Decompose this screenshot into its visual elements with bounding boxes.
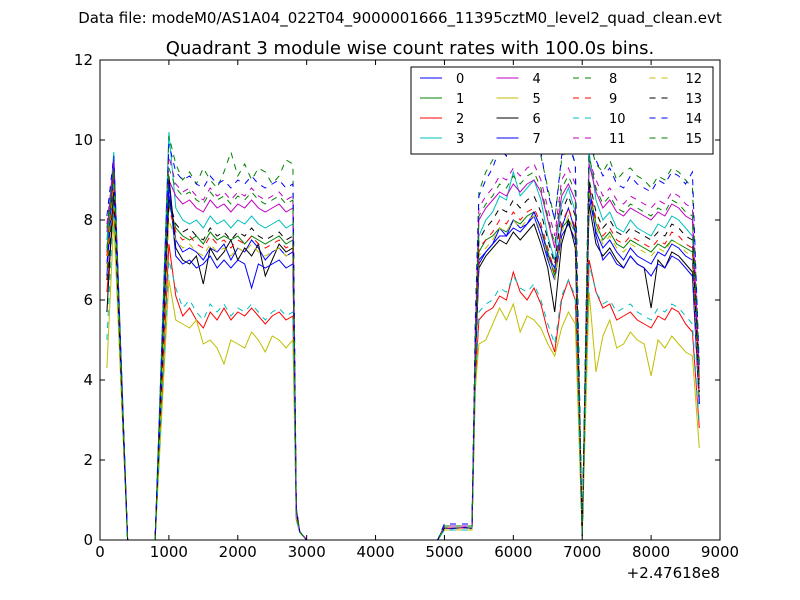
legend-label-9: 9 [609,92,617,107]
x-axis-offset-label: +2.47618e8 [627,564,720,582]
legend-label-2: 2 [456,112,464,127]
series-line-14 [106,126,700,540]
series-line-2 [106,207,700,540]
y-tick-label: 2 [83,451,93,469]
x-tick-label: 1000 [150,543,188,561]
chart-title: Quadrant 3 module wise count rates with … [166,38,655,59]
y-tick-label: 4 [83,371,93,389]
legend-box [410,66,714,155]
legend-label-0: 0 [456,72,464,87]
series-line-11 [106,155,700,540]
figure-suptitle: Data file: modeM0/AS1A04_022T04_90000016… [78,9,722,27]
series-line-0 [106,175,700,540]
legend-label-15: 15 [686,132,703,147]
y-tick-label: 6 [83,291,93,309]
legend-label-8: 8 [609,72,617,87]
legend-label-7: 7 [533,132,541,147]
x-tick-label: 3000 [288,543,326,561]
axis-ticks: 0 1000 2000 3000 4000 5000 6000 7000 8000 9000 0 2 4… [74,51,739,561]
x-tick-label: 7000 [563,543,601,561]
series-line-4 [106,159,700,540]
series-line-15 [106,155,700,540]
x-tick-label: 5000 [425,543,463,561]
series-line-13 [106,179,700,540]
legend-label-5: 5 [533,92,541,107]
legend-label-4: 4 [533,72,541,87]
series-line-7 [106,167,700,540]
legend-label-3: 3 [456,132,464,147]
legend-label-13: 13 [686,92,703,107]
y-tick-label: 12 [74,51,93,69]
legend-label-1: 1 [456,92,464,107]
x-tick-label: 9000 [701,543,739,561]
y-tick-label: 8 [83,211,93,229]
legend-label-14: 14 [686,112,703,127]
series-line-10 [106,199,700,540]
x-tick-label: 2000 [219,543,257,561]
x-tick-label: 8000 [632,543,670,561]
y-tick-label: 10 [74,131,93,149]
legend-label-6: 6 [533,112,541,127]
legend-label-10: 10 [609,112,626,127]
x-tick-label: 6000 [494,543,532,561]
series-line-6 [106,175,700,540]
series-line-3 [106,131,700,540]
legend-label-11: 11 [609,132,626,147]
y-tick-label: 0 [83,531,93,549]
series-line-12 [106,183,700,540]
plot-area [106,119,700,540]
x-tick-label: 4000 [356,543,394,561]
legend-label-12: 12 [686,72,703,87]
x-tick-label: 0 [95,543,105,561]
